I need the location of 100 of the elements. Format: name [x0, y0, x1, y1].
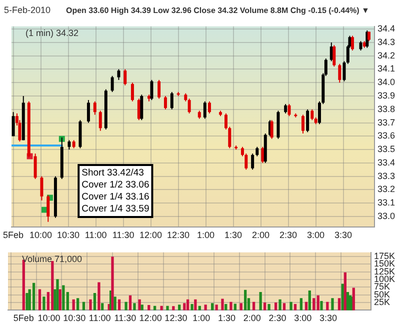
- x-tick-label: 12:00: [139, 313, 162, 324]
- bar: [166, 306, 169, 310]
- bar: [128, 295, 132, 310]
- bar: [320, 300, 323, 310]
- candlestick: [208, 100, 211, 114]
- candlestick: [68, 140, 71, 150]
- bar: [76, 298, 80, 310]
- x-tick-label: 2:30: [280, 230, 298, 240]
- candlestick: [256, 146, 259, 157]
- bar: [331, 298, 334, 310]
- bar: [93, 292, 96, 310]
- y-tick-label: 34.2: [377, 50, 396, 60]
- x-tick-label: 5Feb: [13, 313, 34, 324]
- bar: [140, 304, 144, 310]
- candlestick: [46, 194, 50, 222]
- bar: [278, 299, 282, 310]
- candlestick: [140, 94, 144, 121]
- bar: [215, 304, 218, 310]
- y-tick-label: 100K: [374, 274, 396, 284]
- annotation: Cover 1/4 33.59: [82, 204, 150, 215]
- candlestick: [12, 112, 15, 137]
- bar: [138, 299, 141, 310]
- candlestick: [359, 40, 362, 51]
- candlestick: [98, 110, 102, 132]
- bar: [160, 306, 163, 310]
- x-tick-label: 1:30: [218, 313, 236, 324]
- candlestick: [130, 82, 134, 102]
- x-tick-label: 12:00: [140, 230, 162, 240]
- candlestick: [338, 63, 342, 84]
- bar: [341, 284, 344, 310]
- bar: [89, 299, 92, 310]
- bar: [58, 289, 62, 310]
- bar: [82, 302, 86, 310]
- y-tick-label: 33.2: [377, 184, 396, 194]
- y-tick-label: 25K: [374, 297, 390, 307]
- chart-subtitle: Open 33.60 High 34.39 Low 32.96 Close 34.32 Volume 8.8M Chg -0.15 (-0.44%) ▼: [66, 6, 370, 15]
- x-tick-label: 1:00: [192, 313, 210, 324]
- y-tick-label: 34.4: [377, 24, 396, 34]
- x-tick-label: 3:30: [334, 230, 352, 240]
- y-tick-label: 125K: [374, 266, 396, 276]
- bar: [346, 292, 350, 310]
- bar: [234, 304, 237, 310]
- candlestick: [93, 100, 96, 116]
- y-tick-label: 33.8: [377, 104, 396, 114]
- bar: [114, 296, 116, 310]
- x-tick-label: 10:00: [30, 230, 52, 240]
- y-tick-label: 34.3: [377, 36, 396, 47]
- bar: [124, 302, 128, 310]
- bar: [101, 303, 104, 310]
- bar: [118, 299, 121, 310]
- candlestick: [284, 104, 288, 114]
- bar: [304, 302, 308, 310]
- candlestick: [288, 104, 291, 117]
- candlestick: [86, 100, 90, 124]
- bar: [274, 302, 278, 310]
- candlestick: [301, 114, 304, 134]
- y-tick-label: 150K: [374, 258, 396, 269]
- x-tick-label: 11:30: [112, 230, 134, 240]
- bar: [51, 260, 54, 310]
- bar: [338, 298, 341, 310]
- bar: [204, 304, 207, 310]
- bar: [352, 288, 355, 310]
- bar: [300, 298, 303, 310]
- bar: [38, 289, 42, 310]
- x-tick-label: 11:00: [88, 313, 111, 324]
- y-tick-label: 50K: [374, 289, 390, 300]
- bar: [111, 256, 114, 310]
- candlestick: [188, 98, 191, 114]
- x-tick-label: 11:00: [84, 230, 107, 240]
- y-tick-label: 33.4: [377, 157, 396, 168]
- bar: [308, 290, 311, 310]
- bar: [263, 302, 266, 310]
- bar: [72, 299, 75, 310]
- bar: [224, 304, 228, 310]
- candlestick: [150, 79, 154, 101]
- y-tick-label: 33.7: [377, 117, 396, 128]
- bar: [221, 298, 224, 310]
- y-tick-label: 34.0: [377, 77, 396, 88]
- bar: [290, 302, 292, 310]
- x-tick-label: 1:30: [224, 230, 242, 240]
- annotation: Short 33.42/43: [82, 168, 144, 179]
- x-tick-label: 2:30: [268, 313, 286, 324]
- bar: [240, 303, 242, 310]
- bar: [344, 272, 347, 310]
- x-tick-label: 3:00: [294, 313, 312, 324]
- y-tick-label: 33.5: [377, 144, 396, 154]
- bar: [26, 292, 28, 310]
- x-tick-label: 12:30: [167, 230, 190, 240]
- candlestick: [251, 153, 254, 170]
- x-tick-label: 1:00: [197, 230, 215, 240]
- bar: [172, 306, 175, 310]
- bar: [230, 302, 232, 310]
- x-tick-label: 3:30: [319, 313, 338, 324]
- candlestick: [332, 44, 336, 68]
- bar: [244, 290, 247, 310]
- bar: [178, 304, 181, 310]
- bar: [56, 279, 59, 310]
- candlestick: [164, 96, 167, 110]
- bar: [98, 282, 100, 310]
- bar: [282, 303, 286, 310]
